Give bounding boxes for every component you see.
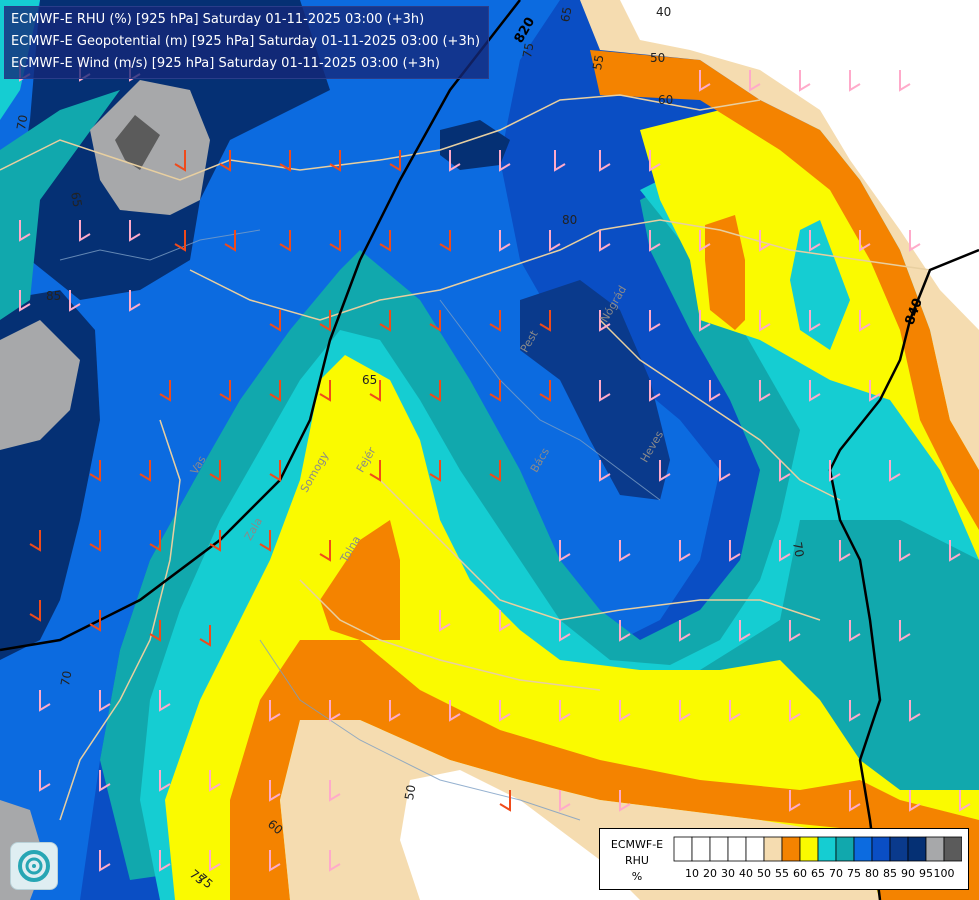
legend-swatch [781, 836, 801, 862]
contour-label: 85 [46, 289, 61, 303]
legend-tick-label: 40 [739, 867, 753, 880]
contour-label: 65 [362, 373, 377, 387]
legend-swatch [907, 836, 927, 862]
legend-swatch [673, 836, 693, 862]
legend-tick-label: 95 [919, 867, 933, 880]
legend-tick-label: 60 [793, 867, 807, 880]
legend-swatch [799, 836, 819, 862]
legend-tick-label: 80 [865, 867, 879, 880]
legend-swatch [709, 836, 729, 862]
legend-swatch [871, 836, 891, 862]
rh-legend: ECMWF-E RHU % 10 20 30 40 50 55 60 65 70 75 80 85 90… [599, 828, 969, 890]
legend-tick-label: 100 [934, 867, 955, 880]
legend-tick-label: 90 [901, 867, 915, 880]
rh-band-60-inner [320, 520, 400, 640]
contour-label: 40 [656, 5, 671, 19]
rh-band-60-ne-blob [705, 215, 745, 330]
legend-swatch [745, 836, 765, 862]
contour-labels: 40 50 60 65 75 80 70 85 65 65 70 70 60 7… [14, 5, 806, 891]
legend-swatch [817, 836, 837, 862]
rh-band-75 [0, 90, 120, 320]
legend-tick-label: 20 [703, 867, 717, 880]
legend-swatch [763, 836, 783, 862]
legend-swatch [835, 836, 855, 862]
rh-band-100 [115, 115, 160, 170]
legend-colorbar: 10 20 30 40 50 55 60 65 70 75 80 85 90 95 100 [673, 836, 962, 880]
legend-ticks: 10 20 30 40 50 55 60 65 70 75 80 85 90 95 100 [685, 867, 955, 880]
wind-barbs [19, 60, 971, 872]
title-rhu: ECMWF-E RHU (%) [925 hPa] Saturday 01-11… [11, 12, 425, 27]
contour-label: 65 [68, 191, 84, 208]
rh-band-50-south [400, 770, 640, 900]
rh-band-85-center [520, 280, 670, 500]
legend-tick-label: 85 [883, 867, 897, 880]
contour-label: 50 [650, 51, 665, 65]
legend-swatch [691, 836, 711, 862]
legend-swatch [943, 836, 962, 862]
legend-swatch [727, 836, 747, 862]
legend-tick-label: 75 [847, 867, 861, 880]
contour-label: 60 [658, 93, 673, 107]
legend-swatch [889, 836, 909, 862]
legend-tick-label: 50 [757, 867, 771, 880]
contour-label: 65 [558, 6, 574, 23]
rh-band-95-west [0, 320, 80, 450]
contour-label: 70 [14, 114, 30, 131]
legend-title-model: ECMWF-E [610, 838, 664, 851]
contour-label: 55 [590, 54, 606, 71]
legend-swatch [853, 836, 873, 862]
legend-swatch [925, 836, 945, 862]
rivers [59, 229, 661, 821]
legend-title-variable: RHU [625, 854, 649, 867]
ecmwf-swirl-icon [18, 850, 50, 882]
legend-tick-label: 65 [811, 867, 825, 880]
legend-tick-label: 10 [685, 867, 699, 880]
rh-band-50 [620, 0, 979, 330]
contour-label: 80 [562, 213, 577, 227]
rh-band-60 [230, 640, 979, 900]
map-title-box: ECMWF-E RHU (%) [925 hPa] Saturday 01-11… [4, 6, 490, 79]
legend-swatches [673, 836, 962, 862]
legend-tick-label: 30 [721, 867, 735, 880]
contour-label: 70 [58, 670, 74, 687]
legend-title-unit: % [631, 870, 643, 883]
rh-band-60-ne [590, 50, 979, 530]
contour-label: 75 [520, 42, 536, 59]
legend-tick-label: 55 [775, 867, 789, 880]
title-geopotential: ECMWF-E Geopotential (m) [925 hPa] Satur… [11, 34, 481, 49]
title-wind: ECMWF-E Wind (m/s) [925 hPa] Saturday 01… [11, 56, 440, 71]
contour-label: 70 [790, 541, 806, 558]
legend-tick-label: 70 [829, 867, 843, 880]
ecmwf-logo [10, 842, 58, 890]
contour-label: 50 [402, 784, 418, 801]
